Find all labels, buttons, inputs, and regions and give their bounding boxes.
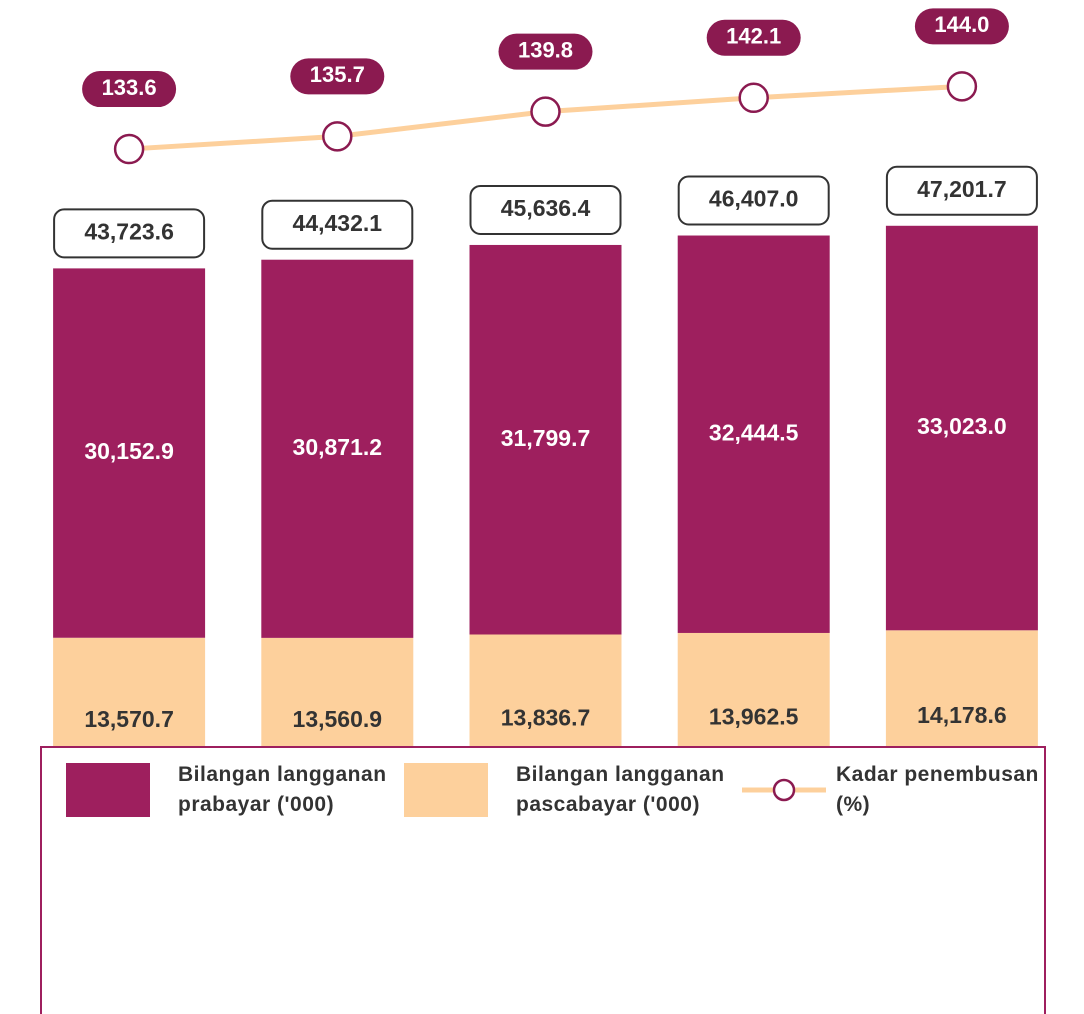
bar-segment [261,259,414,638]
bar-value-label: 13,560.9 [293,706,383,732]
line-label-box [706,19,801,56]
line-marker [946,71,978,102]
bar-segment [677,632,830,746]
line-marker [322,121,353,152]
legend-swatch [66,763,150,817]
total-label: 45,636.4 [501,195,591,221]
line-value-label: 144.0 [934,12,989,37]
legend-item: Bilangan langganan pascabayar ('000) [404,760,726,820]
bar-segment [677,235,830,633]
line-label-box [82,71,177,108]
line-value-label: 135.7 [310,62,365,87]
total-label: 43,723.6 [84,218,174,244]
total-label-box [885,165,1038,216]
line-value-label: 139.8 [518,37,573,62]
bar-value-label: 30,152.9 [84,438,174,464]
bar-segment [469,244,622,635]
legend-label: Bilangan langganan pascabayar ('000) [516,763,725,816]
line-marker [530,96,561,127]
bar-value-label: 13,570.7 [84,706,174,732]
bar-value-label: 30,871.2 [293,434,383,460]
bar-segment [469,634,622,746]
legend-item: Kadar penembusan (%) [742,760,1046,820]
total-label: 44,432.1 [293,210,383,236]
bar-segment [53,637,206,746]
bar-segment [53,268,206,638]
legend-item: Bilangan langganan prabayar ('000) [66,760,388,820]
legend-swatch [404,763,488,817]
bar-value-label: 32,444.5 [709,419,799,445]
line-marker [113,133,145,165]
line-label-box [498,33,593,70]
total-label: 47,201.7 [917,176,1007,202]
bar-value-label: 33,023.0 [917,413,1007,439]
bar-segment [885,630,1038,746]
total-label-box [677,175,830,226]
bar-value-label: 13,962.5 [709,704,799,730]
line-marker [738,82,769,114]
line-label-box [914,8,1009,45]
line-label-box [290,58,385,95]
total-label-box [469,184,622,235]
bar-value-label: 31,799.7 [501,425,591,451]
bar-value-label: 13,836.7 [501,704,591,730]
legend-line-icon [742,778,826,802]
line-value-label: 142.1 [726,24,781,49]
bar-value-label: 14,178.6 [917,702,1007,728]
line-value-label: 133.6 [102,75,157,100]
total-label: 46,407.0 [709,186,799,212]
legend-label: Bilangan langganan prabayar ('000) [178,763,387,816]
legend-label: Kadar penembusan (%) [836,763,1039,816]
bar-segment [885,225,1038,631]
bar-segment [261,637,414,746]
chart: 13,570.730,152.943,723.6ST4 202013,560.9… [53,8,1038,746]
total-label-box [53,208,206,259]
total-label-box [261,199,414,250]
legend: Bilangan langganan prabayar ('000) Bilan… [40,746,1046,1014]
